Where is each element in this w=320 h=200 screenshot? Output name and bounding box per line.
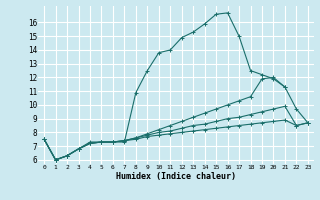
X-axis label: Humidex (Indice chaleur): Humidex (Indice chaleur)	[116, 172, 236, 181]
